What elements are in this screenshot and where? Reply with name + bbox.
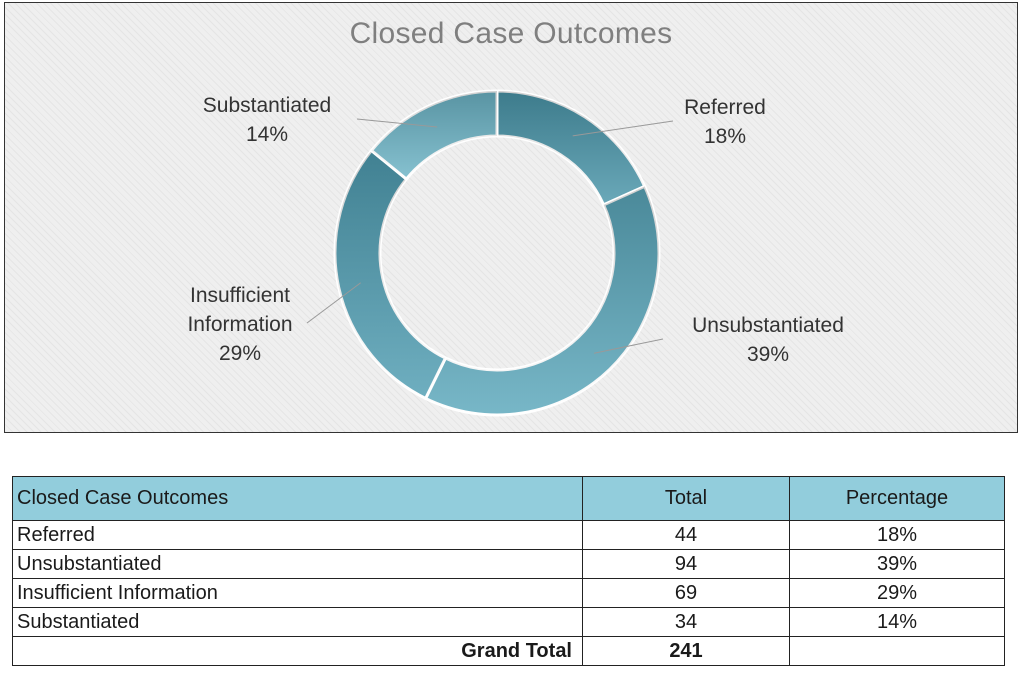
donut-slice-shade-substantiated: [371, 91, 497, 180]
leader-line-unsubstantiated: [593, 338, 664, 354]
cell-percentage: 29%: [789, 578, 1005, 608]
grand-total-value: 241: [582, 636, 790, 666]
slice-label-unsubstantiated: Unsubstantiated 39%: [692, 314, 844, 366]
donut-slice-shade-referred: [497, 91, 645, 205]
table-row: Unsubstantiated 94 39%: [12, 549, 1005, 579]
grand-total-label: Grand Total: [12, 636, 583, 666]
leader-line-referred: [572, 120, 674, 137]
cell-outcome: Insufficient Information: [12, 578, 583, 608]
header-total: Total: [582, 476, 790, 521]
table-row: Referred 44 18%: [12, 520, 1005, 550]
table-row: Substantiated 34 14%: [12, 607, 1005, 637]
header-outcome: Closed Case Outcomes: [12, 476, 583, 521]
grand-total-row: Grand Total 241: [12, 636, 1005, 666]
slice-label-referred: Referred 18%: [684, 96, 766, 148]
slice-label-insufficient-information: Insufficient Information 29%: [187, 284, 293, 365]
leader-line-insufficient-information: [306, 282, 362, 324]
cell-percentage: 18%: [789, 520, 1005, 550]
slice-label-substantiated: Substantiated 14%: [202, 94, 332, 146]
chart-title: Closed Case Outcomes: [349, 17, 673, 50]
donut-slice-shade-unsubstantiated: [425, 186, 659, 415]
cell-outcome: Unsubstantiated: [12, 549, 583, 579]
leader-line-substantiated: [356, 118, 438, 128]
cell-outcome: Substantiated: [12, 607, 583, 637]
cell-total: 94: [582, 549, 790, 579]
cell-percentage: 39%: [789, 549, 1005, 579]
cell-total: 34: [582, 607, 790, 637]
outcomes-table: Closed Case Outcomes Total Percentage Re…: [12, 476, 1005, 666]
grand-total-percentage: [789, 636, 1005, 666]
cell-outcome: Referred: [12, 520, 583, 550]
cell-total: 44: [582, 520, 790, 550]
donut-slice-shade-insufficient-information: [335, 150, 446, 399]
cell-total: 69: [582, 578, 790, 608]
donut-chart: [306, 89, 674, 417]
table-header-row: Closed Case Outcomes Total Percentage: [12, 476, 1005, 521]
chart-area: Closed Case Outcomes Referred 18% Unsubs…: [4, 2, 1018, 433]
table-row: Insufficient Information 69 29%: [12, 578, 1005, 608]
cell-percentage: 14%: [789, 607, 1005, 637]
header-percentage: Percentage: [789, 476, 1005, 521]
